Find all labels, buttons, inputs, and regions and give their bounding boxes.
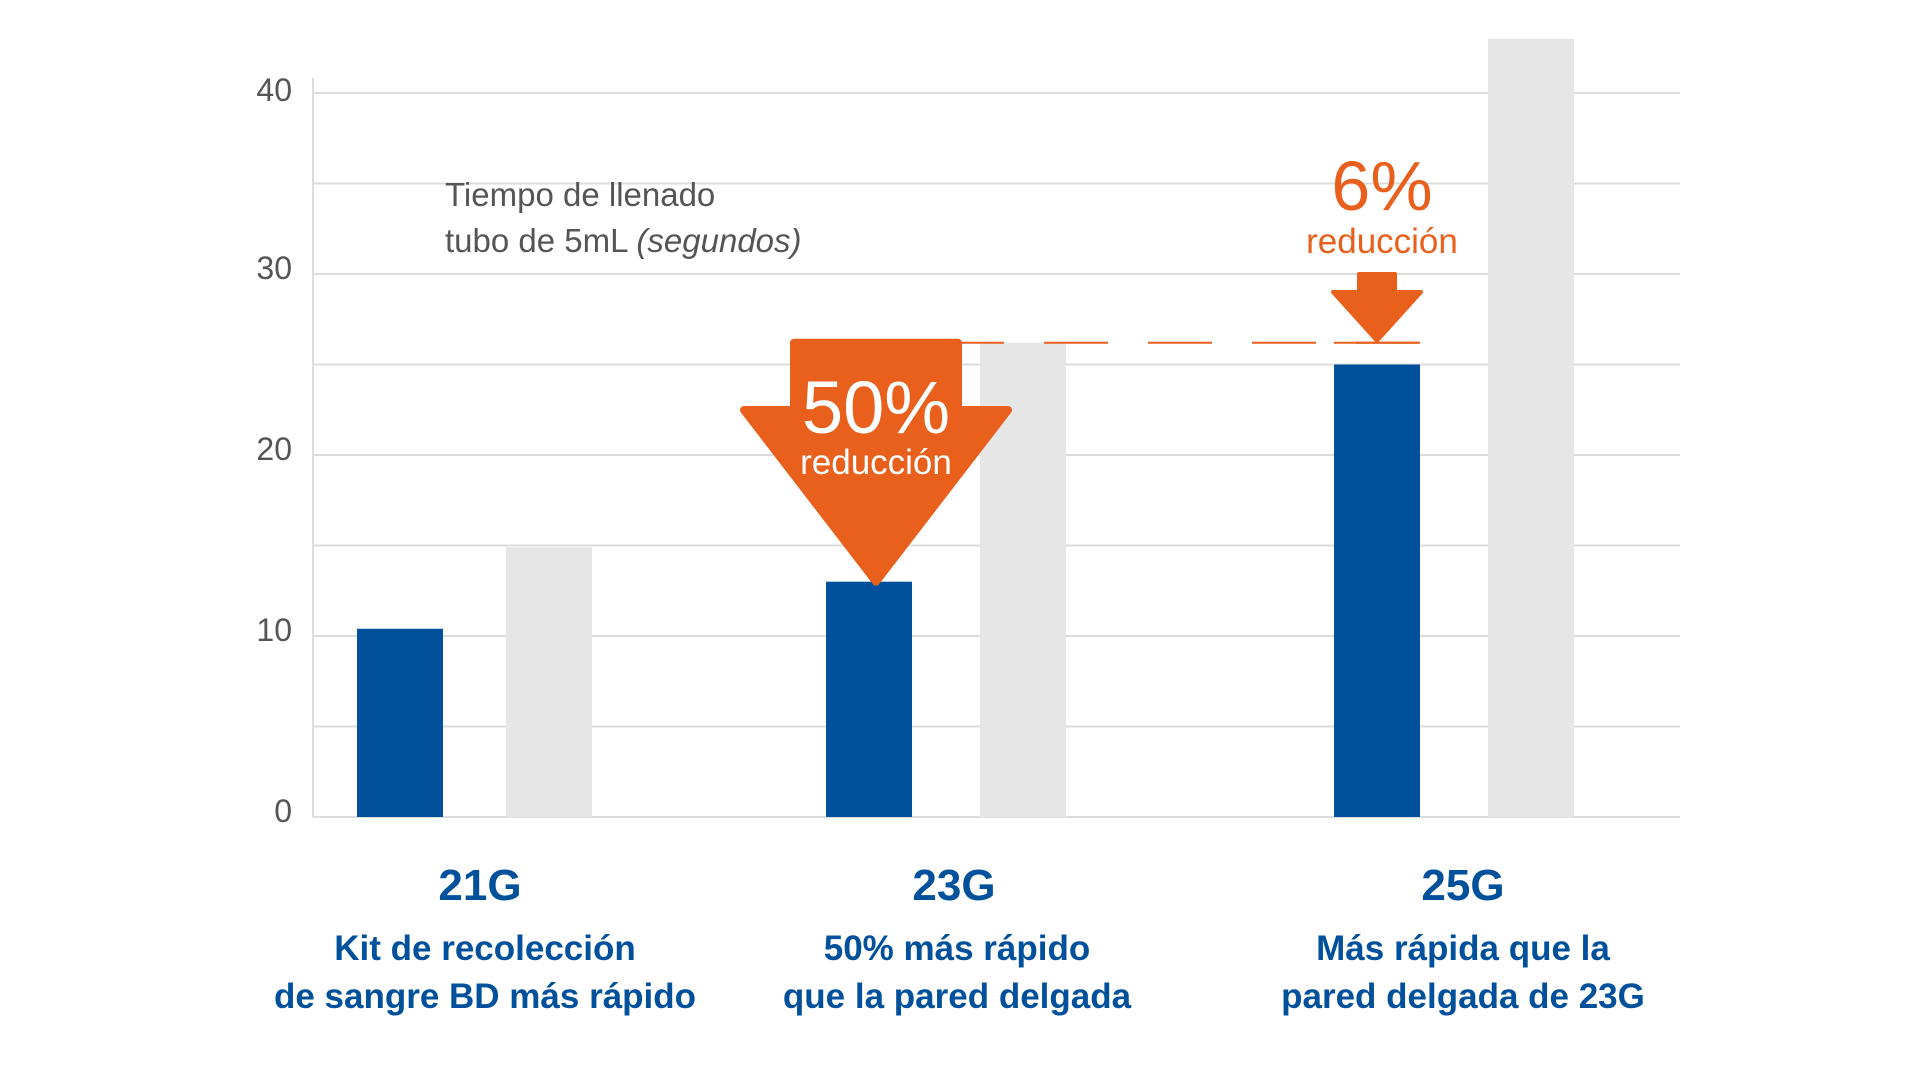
category-labels: 21G Kit de recolección de sangre BD más … (274, 861, 1645, 1016)
y-tick-label-30: 30 (256, 250, 292, 286)
reduction-6-percent: 6% (1331, 147, 1432, 225)
y-tick-label-10: 10 (256, 612, 292, 648)
category-desc-21g-line2: de sangre BD más rápido (274, 977, 696, 1016)
category-desc-23g-line1: 50% más rápido (824, 929, 1091, 968)
bars (357, 38, 1574, 817)
caption-line-2: tubo de 5mL (segundos) (445, 222, 802, 259)
category-desc-25g-line2: pared delgada de 23G (1281, 977, 1645, 1016)
y-tick-label-40: 40 (256, 72, 292, 108)
y-axis: 0 10 20 30 40 (256, 72, 292, 829)
category-desc-25g-line1: Más rápida que la (1316, 929, 1610, 968)
reduction-50-percent: 50% (802, 366, 950, 449)
category-code-25g: 25G (1421, 861, 1504, 910)
bar-21g-comparison (506, 547, 592, 817)
reduction-50-arrow (740, 338, 1012, 586)
bar-25g-comparison (1488, 38, 1574, 817)
reduction-6-label: reducción (1306, 222, 1458, 261)
category-desc-21g-line1: Kit de recolección (334, 929, 635, 968)
chart-caption: Tiempo de llenado tubo de 5mL (segundos) (445, 176, 802, 259)
bar-21g-bd (357, 628, 443, 817)
category-code-21g: 21G (438, 861, 521, 910)
annotation-labels: 50% reducción 6% reducción (800, 147, 1458, 482)
category-code-23g: 23G (912, 861, 995, 910)
caption-line-1: Tiempo de llenado (445, 176, 715, 213)
y-tick-label-20: 20 (256, 431, 292, 467)
caption-unit: (segundos) (636, 222, 801, 259)
bar-23g-bd (826, 581, 912, 817)
bar-25g-bd (1334, 364, 1420, 817)
reduction-50-label: reducción (800, 443, 952, 482)
y-tick-label-0: 0 (274, 793, 292, 829)
caption-text: tubo de 5mL (445, 222, 628, 259)
category-desc-23g-line2: que la pared delgada (783, 977, 1132, 1016)
annotations (740, 272, 1423, 586)
reduction-6-arrow (1331, 272, 1423, 343)
